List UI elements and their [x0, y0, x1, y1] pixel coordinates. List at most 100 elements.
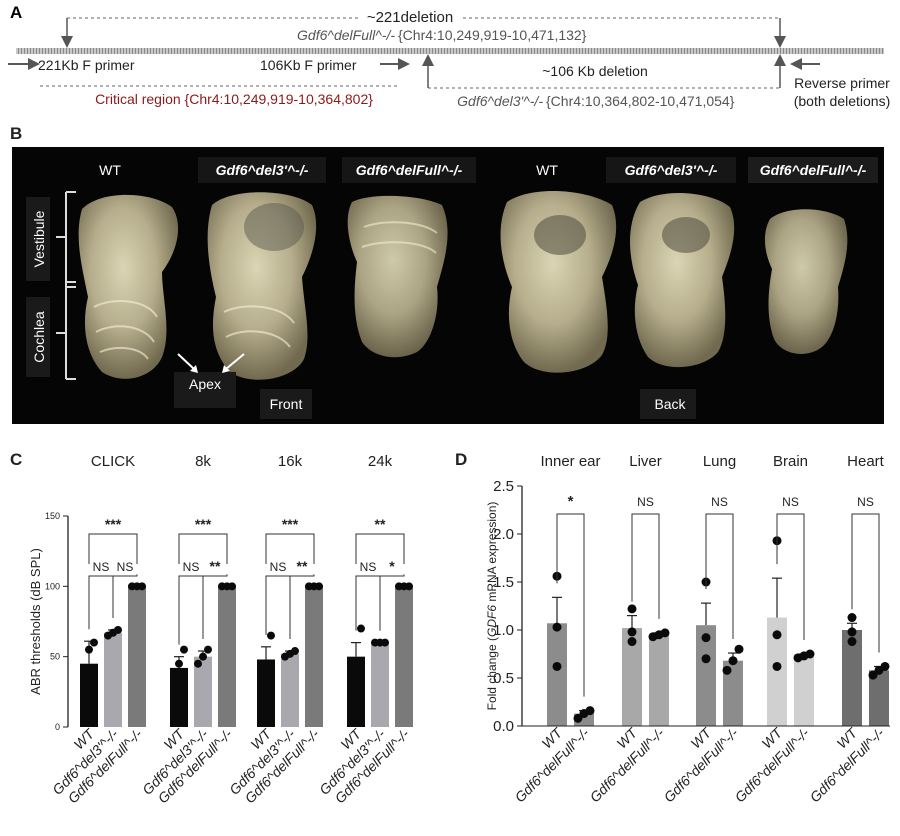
bar: [170, 667, 188, 727]
sample-label-5: Gdf6^del3'^-/-: [625, 162, 718, 178]
group-title: Liver: [629, 453, 662, 470]
significance-label: NS: [270, 560, 287, 574]
data-point: [847, 627, 857, 637]
significance-bracket: [556, 513, 585, 697]
significance-bracket: [355, 575, 381, 631]
full-allele-label: Gdf6^delFull^-/-: [297, 27, 395, 43]
data-point: [772, 630, 782, 640]
panel-a-letter: A: [10, 3, 22, 22]
significance-bracket: [705, 513, 734, 640]
specimen-back-wt: [500, 190, 617, 373]
reverse-primer-2: (both deletions): [794, 93, 891, 109]
bar: [547, 623, 567, 726]
y-tick-label: 2.5: [493, 478, 514, 495]
sample-label-1: WT: [99, 162, 121, 178]
group-title: 16k: [278, 453, 303, 470]
y-tick-label: 0: [55, 722, 60, 732]
data-point: [114, 625, 122, 634]
panel-c-letter: C: [10, 450, 23, 469]
significance-bracket: [88, 533, 138, 564]
critical-region-label: Critical region {Chr4:10,249,919-10,364,…: [95, 91, 373, 107]
y-axis-label: Fold change (GDF6 mRNA expression): [485, 502, 499, 711]
specimen-back-del3: [630, 192, 735, 368]
reverse-primer-1: Reverse primer: [794, 75, 890, 91]
data-point: [204, 645, 212, 654]
data-point: [805, 649, 815, 659]
sample-label-4: WT: [536, 162, 558, 178]
y-tick-label: 1.5: [493, 574, 514, 591]
significance-bracket: [112, 574, 138, 618]
y-tick-label: 2.0: [493, 526, 514, 543]
data-point: [291, 647, 299, 656]
inner-ear-photo: WT Gdf6^del3'^-/- Gdf6^delFull^-/- WT Gd…: [12, 147, 884, 424]
data-point: [552, 661, 562, 671]
bar: [842, 630, 862, 726]
y-tick-label: 1.0: [493, 622, 514, 639]
data-point: [847, 613, 857, 623]
group-title: CLICK: [91, 453, 135, 470]
group-title: 8k: [195, 453, 211, 470]
data-point: [381, 638, 389, 647]
y-axis-label-prefix: Fold change (: [485, 637, 499, 710]
significance-label: **: [210, 558, 221, 574]
bar: [622, 628, 642, 726]
deletion-106-label: ~106 Kb deletion: [542, 63, 647, 79]
significance-label: *: [389, 558, 395, 574]
back-label: Back: [654, 396, 686, 412]
bar: [696, 625, 716, 726]
bar: [281, 653, 299, 727]
data-point: [257, 673, 265, 682]
bar: [80, 663, 98, 727]
significance-bracket: [851, 513, 880, 653]
significance-label: **: [297, 558, 308, 574]
data-point: [170, 680, 178, 689]
data-point: [772, 661, 782, 671]
significance-bracket: [289, 574, 315, 640]
data-point: [347, 673, 355, 682]
data-point: [701, 654, 711, 664]
significance-label: NS: [857, 495, 874, 509]
significance-label: ***: [105, 516, 122, 532]
data-point: [880, 661, 890, 671]
vestibule-label: Vestibule: [31, 210, 47, 267]
significance-bracket: [178, 533, 228, 564]
data-point: [138, 582, 146, 591]
significance-bracket: [631, 513, 660, 619]
bar: [218, 586, 236, 727]
bar: [869, 670, 889, 726]
bar: [257, 659, 275, 727]
sample-label-6: Gdf6^delFull^-/-: [760, 162, 867, 178]
data-point: [267, 631, 275, 640]
group-title: Brain: [773, 453, 808, 470]
panel-d-letter: D: [455, 450, 468, 469]
bar: [723, 660, 743, 726]
front-label: Front: [270, 396, 303, 412]
significance-label: NS: [183, 560, 200, 574]
data-point: [728, 656, 738, 666]
significance-label: NS: [117, 560, 134, 574]
primer-221-label: 221Kb F primer: [38, 57, 135, 73]
data-point: [585, 706, 595, 716]
significance-label: NS: [782, 495, 799, 509]
significance-label: NS: [637, 495, 654, 509]
significance-label: NS: [360, 560, 377, 574]
significance-label: **: [375, 516, 386, 532]
data-point: [194, 659, 202, 668]
bar: [128, 586, 146, 727]
bar: [767, 617, 787, 726]
data-point: [701, 633, 711, 643]
data-point: [868, 670, 878, 680]
y-tick-label: 150: [45, 511, 60, 521]
data-point: [85, 645, 93, 654]
bar: [194, 656, 212, 727]
bar: [395, 586, 413, 727]
y-axis-label-gene: GDF6: [485, 605, 499, 637]
y-tick-label: 0.5: [493, 670, 514, 687]
del3-allele-coords: {Chr4:10,364,802-10,471,054}: [546, 93, 735, 109]
data-point: [90, 638, 98, 647]
data-point: [175, 659, 183, 668]
significance-bracket: [265, 533, 315, 564]
significance-bracket: [776, 513, 805, 640]
significance-label: NS: [93, 560, 110, 574]
